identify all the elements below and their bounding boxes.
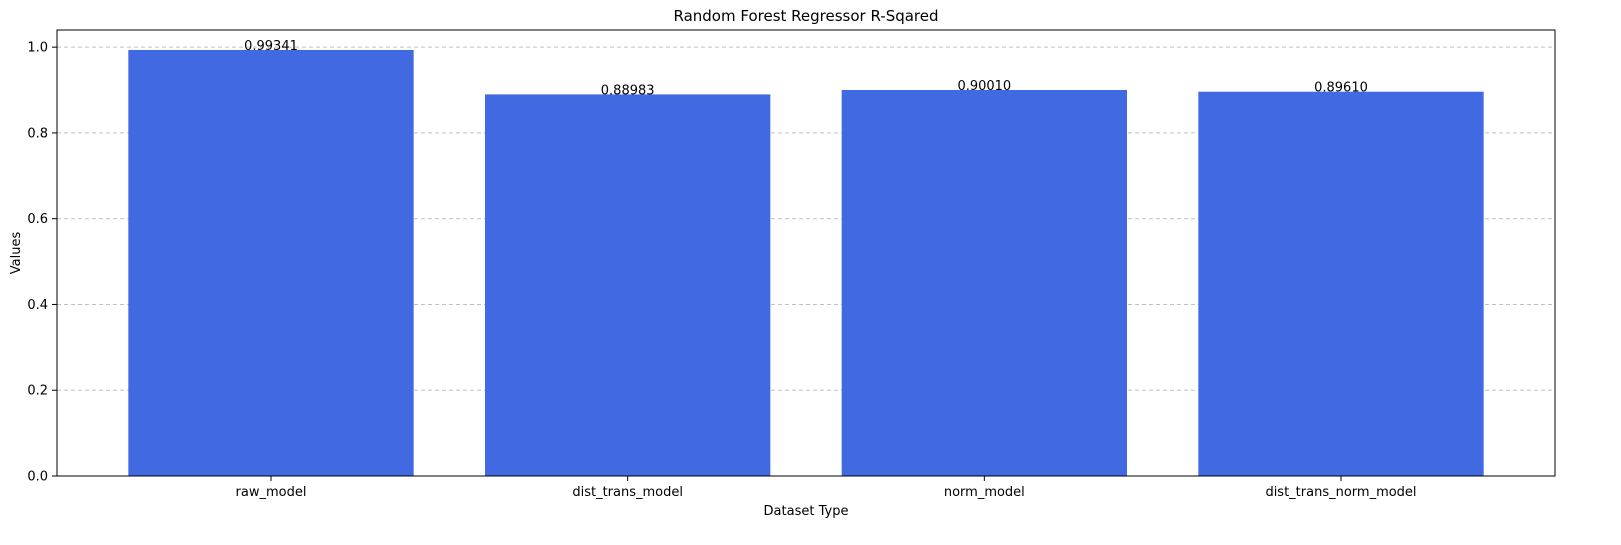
bar-raw_model	[128, 49, 414, 476]
bars	[128, 49, 1484, 476]
bar-value-label: 0.88983	[601, 83, 655, 98]
x-tick-label: raw_model	[236, 485, 307, 500]
y-tick-label: 1.0	[27, 41, 48, 56]
bar-dist_trans_model	[485, 94, 771, 476]
y-axis-ticks: 0.0 0.2 0.4 0.6 0.8 1.0	[27, 41, 57, 485]
x-tick-label: norm_model	[944, 485, 1025, 500]
bar-value-label: 0.90010	[957, 79, 1011, 94]
x-tick-label: dist_trans_model	[572, 485, 683, 500]
bar-value-labels: 0.99341 0.88983 0.90010 0.89610	[244, 39, 1368, 98]
y-tick-label: 0.6	[27, 212, 48, 227]
x-axis-ticks: raw_model dist_trans_model norm_model dist_…	[236, 476, 1417, 500]
y-tick-label: 0.4	[27, 298, 48, 313]
chart-title: Random Forest Regressor R-Sqared	[673, 7, 938, 25]
x-tick-label: dist_trans_norm_model	[1265, 485, 1416, 500]
y-axis-label: Values	[9, 232, 24, 275]
bar-norm_model	[841, 89, 1127, 476]
x-axis-label: Dataset Type	[764, 504, 849, 519]
bar-value-label: 0.89610	[1314, 81, 1368, 96]
bar-dist_trans_norm_model	[1198, 91, 1484, 476]
y-tick-label: 0.0	[27, 470, 48, 485]
y-tick-label: 0.2	[27, 384, 48, 399]
plot-frame	[56, 29, 1556, 477]
y-tick-label: 0.8	[27, 126, 48, 141]
bar-value-label: 0.99341	[244, 39, 298, 54]
